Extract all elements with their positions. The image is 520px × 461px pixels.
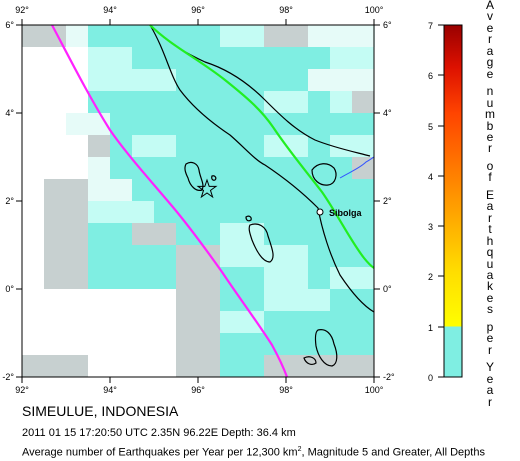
legend-title-letter: h xyxy=(486,233,494,248)
lat-labels-left: 6° 4° 2° 0° -2° xyxy=(2,20,14,382)
description-sup: 2 xyxy=(297,446,302,453)
legend-title-letter: e xyxy=(486,129,494,144)
legend-title-letter: r xyxy=(488,342,492,357)
fault-line xyxy=(149,24,375,269)
legend-title-letter: f xyxy=(488,170,492,185)
lon-label: 96° xyxy=(191,385,205,395)
legend-title-letter: e xyxy=(486,371,494,386)
legend-ticks xyxy=(438,24,444,378)
lon-label: 94° xyxy=(103,385,117,395)
legend-title-letter: a xyxy=(486,383,494,398)
legend-title-letter: r xyxy=(488,394,492,409)
lat-label: 6° xyxy=(383,20,392,30)
coastlines xyxy=(149,24,375,367)
lat-label: 0° xyxy=(383,284,392,294)
lat-label: 6° xyxy=(5,20,14,30)
legend-title-letter: E xyxy=(485,187,494,202)
legend-title-letter: r xyxy=(488,141,492,156)
legend-title-letter: a xyxy=(486,199,494,214)
lon-label: 100° xyxy=(365,5,384,15)
legend-title-letter: g xyxy=(486,55,494,70)
legend-tick-label: 2 xyxy=(428,272,433,282)
legend-tick-label: 6 xyxy=(428,71,433,81)
legend-tick-label: 0 xyxy=(428,373,433,383)
legend-title-letter: a xyxy=(486,43,494,58)
lon-label: 98° xyxy=(279,5,293,15)
legend-title-letter: a xyxy=(486,267,494,282)
description-text-end: , Magnitude 5 and Greater, All Depths xyxy=(301,446,485,459)
legend-title-letter: v xyxy=(487,9,493,24)
event-details: 2011 01 15 17:20:50 UTC 2.35N 96.22E Dep… xyxy=(22,427,296,439)
legend-title-letter: e xyxy=(486,66,494,81)
lat-label: 2° xyxy=(383,196,392,206)
lon-label: 100° xyxy=(365,385,384,395)
legend-title-letter: m xyxy=(485,107,495,122)
trench-line xyxy=(51,24,289,378)
epicenter-star-icon xyxy=(196,178,218,199)
lat-label: 4° xyxy=(383,108,392,118)
city-label: Sibolga xyxy=(329,208,362,218)
legend-title-letter: r xyxy=(488,32,492,47)
lon-labels-top: 92° 94° 96° 98° 100° xyxy=(15,5,384,15)
map-description: Average number of Earthquakes per Year p… xyxy=(22,446,485,459)
legend-title-letter: u xyxy=(486,256,494,271)
tick-marks xyxy=(16,19,380,383)
lat-label: 4° xyxy=(5,108,14,118)
legend-tick-label: 1 xyxy=(428,323,433,333)
lat-label: 2° xyxy=(5,196,14,206)
legend-title-letter: e xyxy=(486,331,494,346)
lat-label: -2° xyxy=(383,372,395,382)
description-text: Average number of Earthquakes per Year p… xyxy=(22,446,298,459)
lat-labels-right: 6° 4° 2° 0° -2° xyxy=(383,20,395,382)
city-marker xyxy=(316,208,324,216)
legend-title-letter: s xyxy=(487,302,493,317)
seismicity-grid-cells xyxy=(22,25,375,377)
lon-label: 96° xyxy=(191,5,205,15)
legend-title-letter: n xyxy=(486,84,494,99)
lon-label: 94° xyxy=(103,5,117,15)
lon-label: 92° xyxy=(15,5,29,15)
legend-title-letter: q xyxy=(486,245,494,260)
legend-title-letter: p xyxy=(486,319,494,334)
legend-title-letter: o xyxy=(486,158,494,173)
lat-label: -2° xyxy=(2,372,14,382)
legend-tick-label: 7 xyxy=(428,21,433,31)
legend-tick-label: 4 xyxy=(428,172,433,182)
legend-title-letter: e xyxy=(486,290,494,305)
legend-title-letter: A xyxy=(485,0,494,12)
region-title: SIMEULUE, INDONESIA xyxy=(22,403,179,419)
river-line xyxy=(339,156,375,179)
legend-title-letter: e xyxy=(486,20,494,35)
legend-title-letter: b xyxy=(486,118,494,133)
legend-tick-label: 3 xyxy=(428,222,433,232)
legend-title-letter: k xyxy=(487,279,493,294)
lat-label: 0° xyxy=(5,284,14,294)
legend-color-bar xyxy=(443,24,463,378)
legend-tick-labels: 7 6 5 4 3 2 1 0 xyxy=(428,21,433,383)
lon-label: 98° xyxy=(279,385,293,395)
legend-title-letter: t xyxy=(488,222,492,237)
legend-tick-label: 5 xyxy=(428,122,433,132)
legend-title-letter: r xyxy=(488,210,492,225)
lon-labels-bottom: 92° 94° 96° 98° 100° xyxy=(15,385,384,395)
legend-title-letter: u xyxy=(486,95,494,110)
lon-label: 92° xyxy=(15,385,29,395)
legend-title-letter: Y xyxy=(485,360,494,375)
